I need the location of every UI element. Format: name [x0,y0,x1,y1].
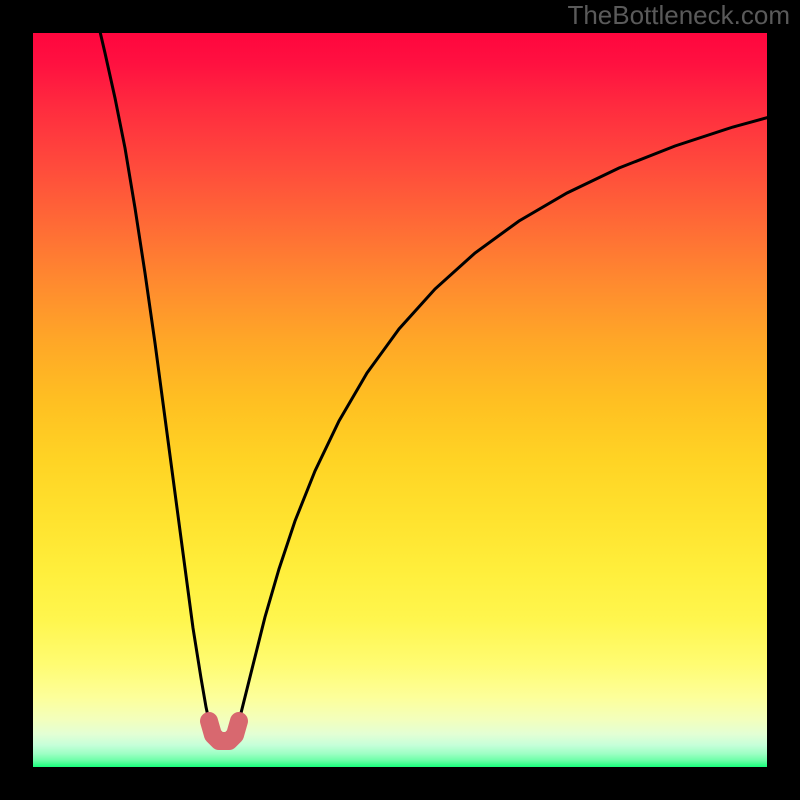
gradient-background [33,33,767,767]
plot-frame [33,33,767,767]
watermark-text: TheBottleneck.com [567,0,790,31]
